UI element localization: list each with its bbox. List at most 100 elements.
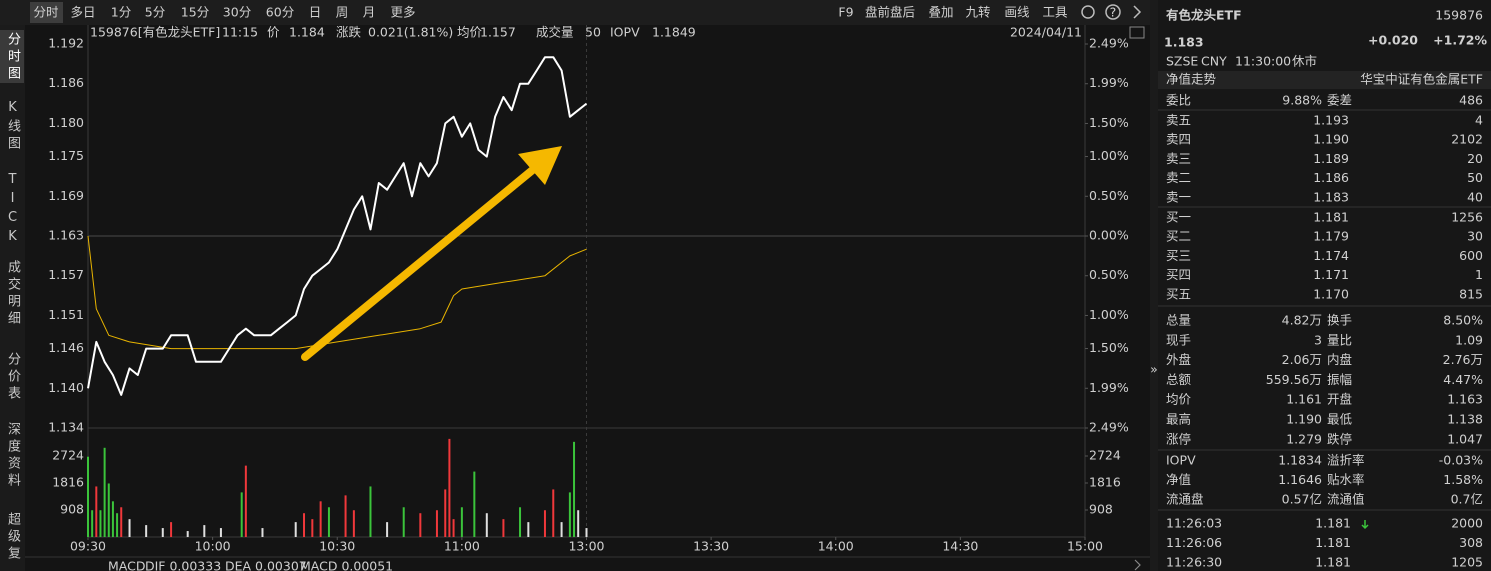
pct-tick-label: 2.49%: [1089, 420, 1129, 435]
tab[interactable]: 15分: [181, 5, 209, 20]
meta: CNY: [1201, 54, 1227, 69]
tab[interactable]: 月: [363, 5, 376, 20]
tool[interactable]: 九转: [965, 5, 990, 20]
pct-tick-label: 0.50%: [1089, 188, 1129, 203]
stat-label: 贴水率: [1327, 472, 1365, 487]
book-label: 买二: [1166, 229, 1191, 244]
tick-time: 11:26:06: [1166, 535, 1222, 550]
tick-time: 11:26:03: [1166, 516, 1222, 531]
header-field: 1.1849: [652, 25, 696, 40]
meta: 休市: [1292, 54, 1317, 69]
volume-bar: [568, 492, 571, 537]
book-label: 卖一: [1166, 189, 1191, 204]
volume-bar: [552, 489, 555, 537]
book-label: 卖二: [1166, 170, 1191, 185]
stat-value: 1.190: [1286, 412, 1322, 427]
volume-bar: [585, 528, 588, 537]
volume-bar: [560, 522, 563, 537]
tab[interactable]: 30分: [223, 5, 251, 20]
help-glyph: ?: [1110, 5, 1117, 20]
tab[interactable]: 1分: [111, 5, 131, 20]
window-icon[interactable]: [1129, 26, 1145, 39]
header-field: 涨跌: [336, 25, 362, 40]
active-tab: [30, 2, 63, 23]
tool[interactable]: 工具: [1042, 5, 1068, 20]
settings-icon[interactable]: [1081, 5, 1095, 19]
volume-bar: [386, 522, 389, 537]
book-price: 1.174: [1313, 248, 1349, 263]
stat-value: 8.50%: [1443, 313, 1483, 328]
stat-label: 溢折率: [1327, 453, 1365, 468]
stat-label: 换手: [1327, 313, 1352, 328]
book-label: 买五: [1166, 286, 1191, 301]
label: 委比: [1166, 93, 1191, 108]
x-tick-label: 11:00: [444, 539, 480, 554]
y-tick-label: 1.140: [48, 380, 84, 395]
next-icon[interactable]: [1133, 5, 1142, 19]
splitter: [1150, 0, 1158, 571]
macd-field: MACD 0.00051: [300, 559, 393, 571]
volume-bar: [485, 513, 488, 537]
volume-bar: [107, 483, 110, 537]
sidebar: [0, 25, 25, 571]
volume-bar: [120, 507, 123, 537]
tab[interactable]: 60分: [266, 5, 294, 20]
y-tick-label: 1.134: [48, 420, 84, 435]
tab[interactable]: 分时: [33, 5, 59, 20]
book-price: 1.189: [1313, 151, 1349, 166]
volume-bar: [352, 510, 355, 537]
header-field: 成交量: [536, 25, 574, 40]
y-tick-label: 1.192: [48, 36, 84, 51]
stat-label: 内盘: [1327, 352, 1352, 367]
average-line: [87, 235, 587, 350]
tab[interactable]: 多日: [70, 5, 95, 20]
side-tab[interactable]: K线图: [5, 100, 20, 153]
volume-tick-label: 908: [60, 502, 84, 517]
header-field: 价: [267, 25, 280, 40]
book-price: 1.186: [1313, 170, 1349, 185]
volume-bar: [502, 519, 505, 537]
collapse-icon[interactable]: »: [1150, 362, 1158, 377]
tab[interactable]: 日: [309, 5, 322, 20]
side-tab[interactable]: 深度资料: [5, 422, 20, 490]
price-line: [87, 56, 588, 396]
book-label: 买一: [1166, 210, 1191, 225]
book-price: 1.190: [1313, 132, 1349, 147]
tab[interactable]: 更多: [390, 5, 415, 20]
pct-tick-label: 1.50%: [1089, 340, 1129, 355]
y-tick-label: 1.157: [48, 267, 84, 282]
book-price: 1.171: [1313, 267, 1349, 282]
tab[interactable]: 5分: [145, 5, 165, 20]
stat-label: 流通盘: [1166, 492, 1204, 507]
side-tab[interactable]: 分时图: [0, 30, 24, 83]
y-tick-label: 1.186: [48, 75, 84, 90]
stat-value: 2.06万: [1282, 352, 1322, 367]
volume-bar: [573, 441, 576, 537]
trend-arrow: [301, 164, 539, 361]
tool[interactable]: 叠加: [928, 5, 953, 20]
side-tab[interactable]: 超级复: [5, 512, 20, 563]
tool[interactable]: F9: [838, 5, 853, 20]
header-field: 均价: [457, 25, 483, 40]
volume-tick-label: 908: [1089, 502, 1113, 517]
side-tab[interactable]: 成交明细: [5, 260, 20, 328]
macd-field: DIF 0.00333: [145, 559, 221, 571]
tab[interactable]: 周: [336, 5, 349, 20]
stat-label: 涨停: [1166, 431, 1191, 446]
header-field: 159876[有色龙头ETF]: [90, 25, 220, 40]
volume-bar: [99, 510, 102, 537]
tool[interactable]: 盘前盘后: [865, 5, 915, 20]
header-field: 50: [585, 25, 601, 40]
scroll-icon[interactable]: [1134, 559, 1141, 571]
stat-value: 559.56万: [1266, 372, 1322, 387]
meta: 11:30:00: [1235, 54, 1291, 69]
help-icon[interactable]: [1105, 4, 1121, 20]
volume-bar: [543, 510, 546, 537]
change-pct: +1.72%: [1433, 33, 1487, 48]
stat-label: 总额: [1166, 372, 1192, 387]
header-field: 0.021(1.81%): [368, 25, 453, 40]
side-tab[interactable]: TICK: [5, 172, 20, 248]
pct-tick-label: 1.99%: [1089, 75, 1129, 90]
tool[interactable]: 画线: [1004, 5, 1030, 20]
side-tab[interactable]: 分价表: [5, 352, 20, 403]
